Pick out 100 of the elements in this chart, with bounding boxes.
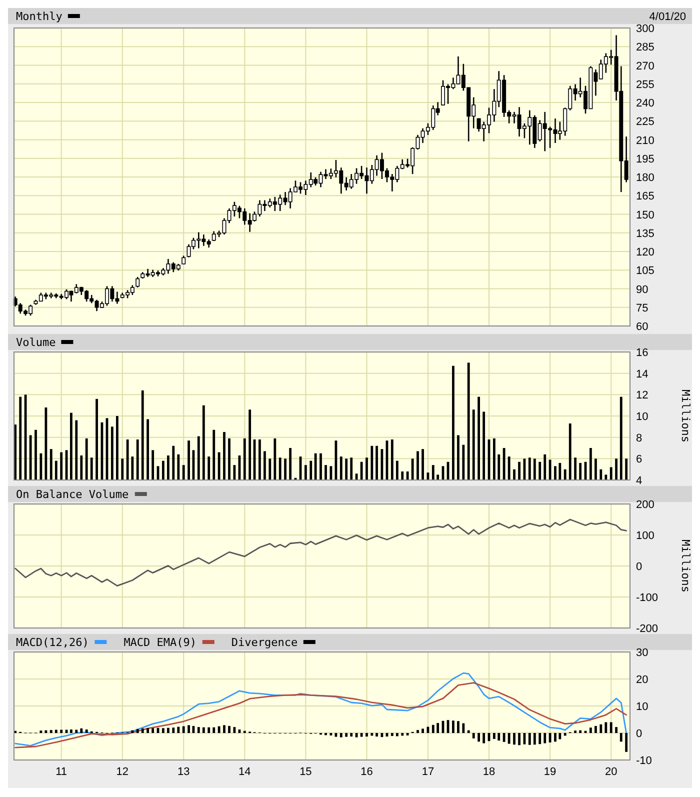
bar bbox=[579, 730, 582, 733]
bar bbox=[70, 729, 72, 733]
bar bbox=[625, 733, 628, 752]
bar bbox=[558, 733, 562, 740]
y-tick-label: 285 bbox=[636, 42, 654, 54]
y-tick-label: 150 bbox=[636, 209, 654, 222]
line-series bbox=[14, 518, 628, 587]
line-series bbox=[14, 682, 628, 748]
y-tick-label: 4 bbox=[636, 475, 642, 487]
bar bbox=[233, 727, 236, 733]
bar bbox=[131, 730, 134, 733]
text: 4/01/20 bbox=[649, 11, 686, 23]
bar bbox=[60, 730, 63, 733]
bar bbox=[436, 723, 440, 733]
bar bbox=[223, 725, 226, 733]
y-tick-label: 30 bbox=[636, 647, 648, 659]
y-tick-label: 60 bbox=[636, 321, 648, 333]
x-tick-label: 15 bbox=[300, 766, 312, 778]
y-tick-label: 135 bbox=[636, 228, 654, 240]
y-tick-label: 270 bbox=[636, 60, 654, 72]
y-tick-label: 180 bbox=[636, 172, 654, 184]
y-tick-label: -10 bbox=[636, 755, 652, 767]
y-tick-label: 14 bbox=[636, 368, 648, 380]
bar bbox=[416, 730, 419, 733]
bar bbox=[396, 733, 398, 736]
bar bbox=[604, 722, 608, 733]
legend-label: Monthly bbox=[16, 10, 63, 23]
y-tick-label: 10 bbox=[636, 701, 648, 713]
y-tick-label: 0 bbox=[636, 561, 642, 573]
bar bbox=[518, 733, 520, 746]
y-tick-label: 195 bbox=[636, 153, 654, 166]
bar bbox=[615, 727, 618, 733]
bar bbox=[467, 730, 470, 733]
legend-label: On Balance Volume bbox=[16, 488, 129, 501]
bar bbox=[538, 733, 542, 744]
bar bbox=[594, 726, 597, 733]
legend-label: Volume bbox=[16, 336, 56, 349]
bar bbox=[85, 729, 88, 733]
y-tick-label: 105 bbox=[636, 265, 654, 278]
y-tick-label: 210 bbox=[636, 134, 654, 147]
x-tick-label: 13 bbox=[177, 766, 190, 778]
bar bbox=[548, 733, 552, 742]
bar bbox=[188, 725, 190, 733]
bar bbox=[457, 721, 460, 733]
line-series bbox=[14, 672, 628, 746]
bar bbox=[172, 728, 175, 733]
bar bbox=[482, 733, 486, 744]
y-axis-title: Millions bbox=[679, 390, 692, 442]
bar bbox=[472, 733, 475, 738]
y-tick-label: 16 bbox=[636, 347, 648, 359]
x-tick-label: 14 bbox=[238, 766, 251, 778]
x-tick-label: 11 bbox=[56, 766, 68, 778]
bar bbox=[360, 733, 363, 737]
legend-label: MACD EMA(9) bbox=[124, 636, 197, 649]
bar bbox=[177, 726, 180, 733]
bar bbox=[370, 733, 374, 736]
bar bbox=[208, 727, 210, 733]
bar bbox=[502, 733, 506, 742]
y-tick-label: -100 bbox=[636, 592, 658, 604]
bar bbox=[197, 727, 200, 733]
bar bbox=[544, 733, 546, 744]
y-tick-label: 8 bbox=[636, 432, 642, 444]
y-tick-label: 165 bbox=[636, 190, 654, 203]
bar bbox=[533, 733, 536, 745]
bar bbox=[167, 728, 170, 733]
y-tick-label: 75 bbox=[636, 302, 648, 314]
bar bbox=[452, 720, 454, 733]
y-tick-label: 90 bbox=[636, 284, 648, 296]
bar bbox=[401, 733, 404, 736]
y-axis-title: Millions bbox=[679, 540, 692, 592]
y-tick-label: 300 bbox=[636, 23, 654, 35]
candlestick bbox=[136, 276, 140, 288]
bar bbox=[513, 733, 516, 745]
bar bbox=[228, 726, 230, 733]
bar bbox=[390, 733, 394, 736]
x-tick-label: 16 bbox=[360, 766, 373, 778]
bar bbox=[218, 726, 220, 733]
bar bbox=[492, 733, 496, 739]
bar bbox=[508, 733, 510, 744]
bar bbox=[182, 726, 185, 733]
x-tick-label: 19 bbox=[544, 766, 556, 778]
x-tick-label: 20 bbox=[604, 766, 618, 778]
bar bbox=[554, 733, 556, 742]
x-tick-label: 17 bbox=[422, 766, 434, 778]
legend-label: MACD(12,26) bbox=[16, 636, 89, 649]
y-tick-label: 12 bbox=[636, 390, 648, 402]
bar bbox=[44, 730, 48, 733]
bar bbox=[366, 733, 368, 737]
y-tick-label: 0 bbox=[636, 728, 642, 740]
bar bbox=[376, 733, 378, 737]
bar bbox=[54, 730, 58, 733]
x-tick-label: 12 bbox=[116, 766, 129, 778]
bar bbox=[620, 733, 622, 742]
bar bbox=[564, 733, 566, 736]
bar bbox=[75, 730, 78, 733]
y-tick-label: 120 bbox=[636, 246, 654, 258]
bar bbox=[432, 724, 434, 733]
y-tick-label: 100 bbox=[636, 530, 654, 542]
bar bbox=[478, 733, 480, 742]
x-tick-label: 18 bbox=[482, 766, 496, 778]
